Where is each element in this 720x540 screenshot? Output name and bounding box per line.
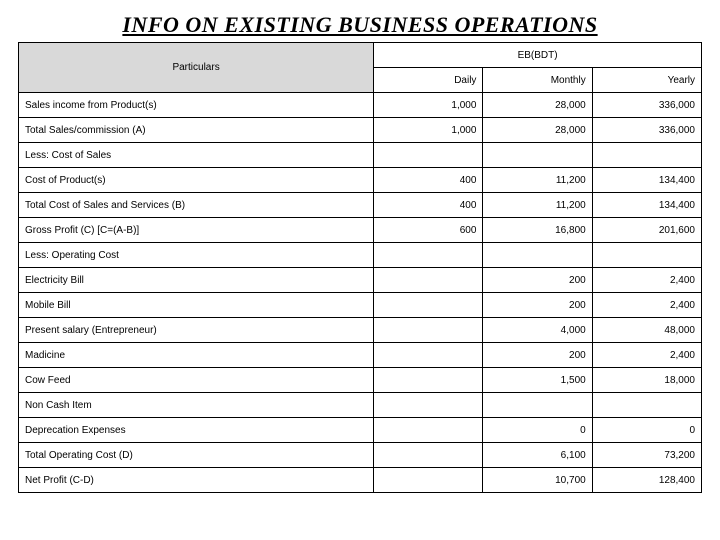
table-row: Madicine 2002,400 [19,343,702,368]
cell-yearly: 336,000 [592,118,701,143]
cell-monthly: 0 [483,418,592,443]
cell-monthly [483,393,592,418]
cell-daily [374,243,483,268]
cell-monthly: 10,700 [483,468,592,493]
table-row: Deprecation Expenses 00 [19,418,702,443]
cell-daily [374,343,483,368]
cell-daily: 1,000 [374,118,483,143]
table-row: Total Sales/commission (A)1,00028,000336… [19,118,702,143]
cell-monthly [483,143,592,168]
table-row: Non Cash Item [19,393,702,418]
cell-yearly: 336,000 [592,93,701,118]
cell-monthly: 6,100 [483,443,592,468]
table-row: Sales income from Product(s)1,00028,0003… [19,93,702,118]
row-label: Non Cash Item [19,393,374,418]
cell-yearly: 2,400 [592,268,701,293]
cell-monthly: 28,000 [483,93,592,118]
cell-daily: 1,000 [374,93,483,118]
cell-daily [374,143,483,168]
row-label: Cost of Product(s) [19,168,374,193]
cell-yearly: 128,400 [592,468,701,493]
cell-yearly: 0 [592,418,701,443]
cell-yearly: 18,000 [592,368,701,393]
cell-daily [374,293,483,318]
cell-daily [374,468,483,493]
cell-daily [374,318,483,343]
cell-yearly [592,393,701,418]
cell-monthly: 200 [483,293,592,318]
header-monthly: Monthly [483,68,592,93]
cell-monthly: 11,200 [483,168,592,193]
cell-yearly: 134,400 [592,193,701,218]
cell-daily [374,443,483,468]
row-label: Gross Profit (C) [C=(A-B)] [19,218,374,243]
cell-daily [374,268,483,293]
page-title: INFO ON EXISTING BUSINESS OPERATIONS [18,12,702,38]
table-row: Total Cost of Sales and Services (B)4001… [19,193,702,218]
cell-daily [374,418,483,443]
table-row: Electricity Bill 2002,400 [19,268,702,293]
table-row: Total Operating Cost (D) 6,10073,200 [19,443,702,468]
row-label: Less: Cost of Sales [19,143,374,168]
row-label: Electricity Bill [19,268,374,293]
row-label: Total Sales/commission (A) [19,118,374,143]
cell-daily: 400 [374,193,483,218]
cell-daily [374,368,483,393]
header-daily: Daily [374,68,483,93]
row-label: Net Profit (C-D) [19,468,374,493]
row-label: Madicine [19,343,374,368]
cell-yearly: 2,400 [592,343,701,368]
cell-daily: 400 [374,168,483,193]
cell-yearly: 48,000 [592,318,701,343]
table-row: Gross Profit (C) [C=(A-B)]60016,800201,6… [19,218,702,243]
cell-monthly: 200 [483,268,592,293]
table-row: Less: Cost of Sales [19,143,702,168]
row-label: Total Operating Cost (D) [19,443,374,468]
table-row: Cow Feed 1,50018,000 [19,368,702,393]
row-label: Deprecation Expenses [19,418,374,443]
cell-daily: 600 [374,218,483,243]
cell-monthly: 11,200 [483,193,592,218]
cell-yearly [592,243,701,268]
header-particulars: Particulars [19,43,374,93]
cell-monthly: 4,000 [483,318,592,343]
cell-yearly: 201,600 [592,218,701,243]
cell-monthly: 1,500 [483,368,592,393]
cell-monthly: 200 [483,343,592,368]
cell-daily [374,393,483,418]
row-label: Present salary (Entrepreneur) [19,318,374,343]
row-label: Less: Operating Cost [19,243,374,268]
row-label: Cow Feed [19,368,374,393]
cell-yearly: 2,400 [592,293,701,318]
row-label: Mobile Bill [19,293,374,318]
table-body: Sales income from Product(s)1,00028,0003… [19,93,702,493]
operations-table: Particulars EB(BDT) Daily Monthly Yearly… [18,42,702,493]
cell-yearly: 134,400 [592,168,701,193]
cell-yearly: 73,200 [592,443,701,468]
row-label: Sales income from Product(s) [19,93,374,118]
table-row: Present salary (Entrepreneur) 4,00048,000 [19,318,702,343]
row-label: Total Cost of Sales and Services (B) [19,193,374,218]
header-currency: EB(BDT) [374,43,702,68]
table-row: Mobile Bill 2002,400 [19,293,702,318]
cell-yearly [592,143,701,168]
header-yearly: Yearly [592,68,701,93]
cell-monthly: 28,000 [483,118,592,143]
cell-monthly [483,243,592,268]
table-row: Cost of Product(s)40011,200134,400 [19,168,702,193]
table-row: Less: Operating Cost [19,243,702,268]
cell-monthly: 16,800 [483,218,592,243]
table-row: Net Profit (C-D) 10,700128,400 [19,468,702,493]
